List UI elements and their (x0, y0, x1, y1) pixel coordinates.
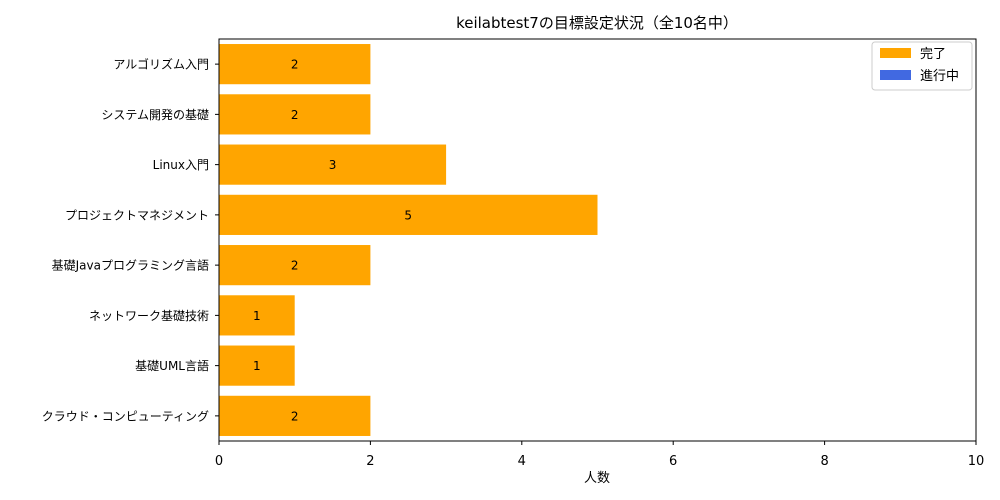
y-category-label-5: ネットワーク基礎技術 (89, 309, 209, 323)
legend: 完了 進行中 (871, 41, 973, 91)
bar-complete-7 (219, 395, 371, 436)
bar-value-label-6: 1 (253, 359, 261, 373)
y-category-label-6: 基礎UML言語 (135, 358, 209, 373)
bar-complete-4 (219, 245, 371, 286)
bar-value-label-5: 1 (253, 309, 261, 323)
x-axis-ticks: 0 2 4 6 8 10 (215, 441, 984, 469)
x-tick-label-4: 8 (820, 454, 828, 469)
bar-value-label-7: 2 (291, 409, 299, 423)
bar-complete-5 (219, 295, 295, 336)
y-category-label-2: Linux入門 (153, 158, 209, 172)
bar-value-label-0: 2 (291, 58, 299, 72)
x-tick-label-3: 6 (669, 454, 677, 469)
y-category-label-4: 基礎Javaプログラミング言語 (52, 258, 209, 273)
legend-label-complete: 完了 (920, 47, 946, 62)
plot-frame (218, 38, 977, 442)
y-category-label-1: システム開発の基礎 (101, 108, 209, 122)
y-category-label-0: アルゴリズム入門 (113, 57, 209, 72)
x-tick-label-5: 10 (968, 454, 985, 469)
x-axis-label: 人数 (584, 471, 610, 486)
x-tick-label-0: 0 (215, 454, 223, 469)
bar-complete-2 (219, 144, 447, 185)
legend-swatch-complete (880, 48, 911, 58)
bar-value-label-4: 2 (291, 259, 299, 273)
legend-label-in-progress: 進行中 (920, 69, 959, 84)
y-category-label-3: プロジェクトマネジメント (65, 208, 209, 222)
x-tick-label-1: 2 (366, 454, 374, 469)
bar-value-label-2: 3 (329, 158, 337, 172)
legend-swatch-in-progress (880, 70, 911, 80)
bar-value-label-3: 5 (404, 208, 412, 222)
bars-layer (219, 44, 598, 436)
bar-complete-6 (219, 345, 295, 386)
bar-complete-3 (219, 194, 598, 235)
x-tick-label-2: 4 (518, 454, 526, 469)
bar-complete-1 (219, 94, 371, 135)
bar-complete-0 (219, 44, 371, 85)
bar-value-label-1: 2 (291, 108, 299, 122)
bar-value-labels: 2 2 3 5 2 1 1 2 (253, 58, 412, 424)
y-category-label-7: クラウド・コンピューティング (42, 409, 209, 423)
chart-title: keilabtest7の目標設定状況（全10名中） (456, 14, 738, 32)
